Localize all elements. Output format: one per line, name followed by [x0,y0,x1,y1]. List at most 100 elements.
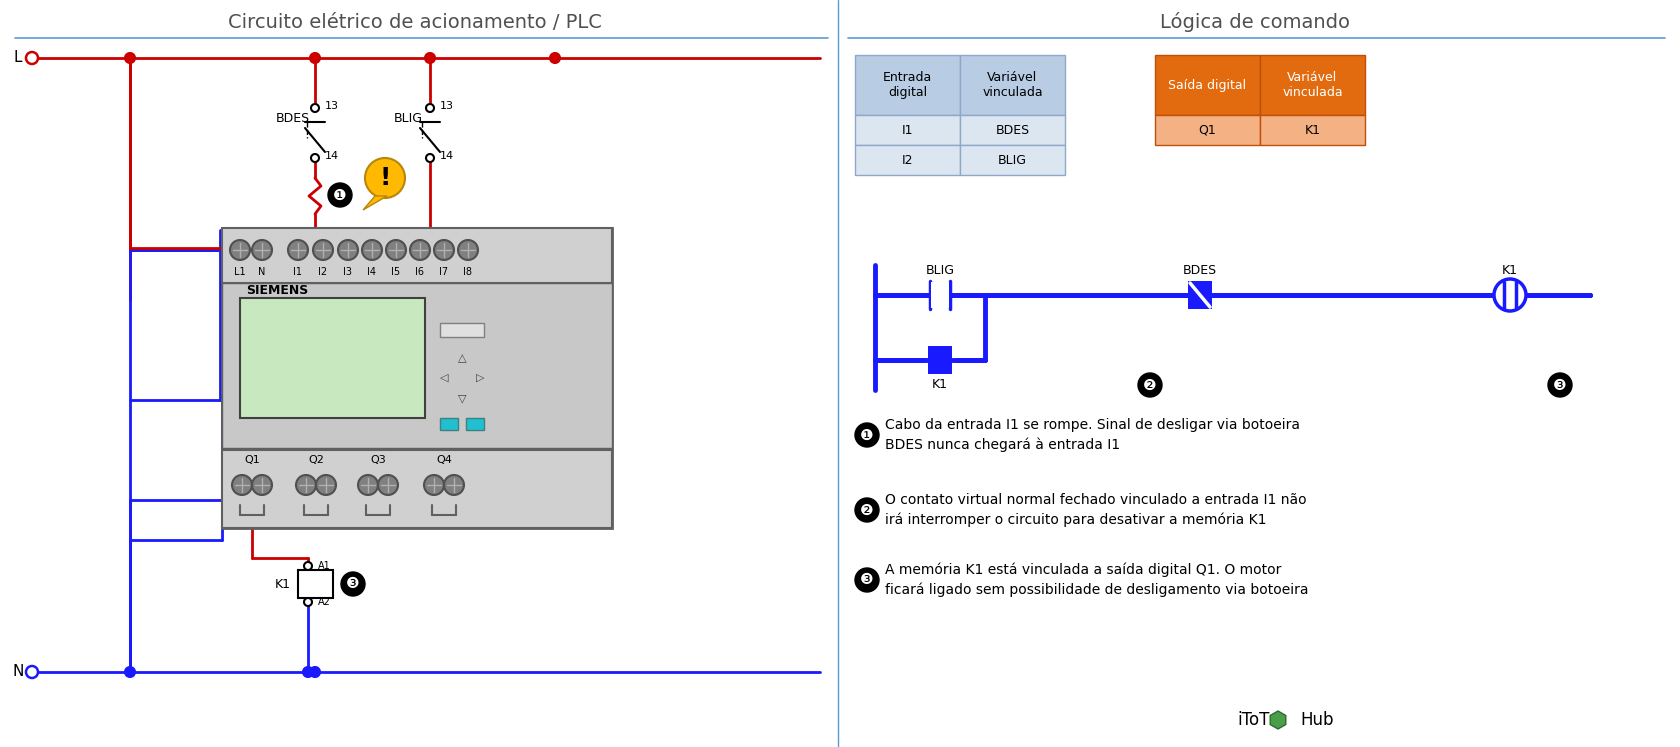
Circle shape [855,423,879,447]
Text: BLIG: BLIG [998,153,1026,167]
Text: !: ! [380,166,391,190]
Text: Q4: Q4 [437,455,452,465]
Circle shape [311,53,319,63]
Circle shape [378,475,398,495]
Text: 14: 14 [440,151,454,161]
Circle shape [549,53,559,63]
Circle shape [328,183,353,207]
Circle shape [444,475,464,495]
Text: BLIG: BLIG [926,264,954,277]
Circle shape [855,568,879,592]
Bar [855,115,959,145]
Circle shape [252,475,272,495]
Circle shape [459,240,479,260]
Text: 13: 13 [440,101,454,111]
Circle shape [124,667,134,677]
Circle shape [311,104,319,112]
Bar [1188,281,1211,309]
Text: ❸: ❸ [346,577,360,592]
Circle shape [311,154,319,162]
Bar [240,298,425,418]
Text: ❸: ❸ [1554,377,1567,392]
Text: Cabo da entrada I1 se rompe. Sinal de desligar via botoeira
BDES nunca chegará à: Cabo da entrada I1 se rompe. Sinal de de… [885,418,1300,452]
Circle shape [304,562,312,570]
Text: A1: A1 [318,561,331,571]
Circle shape [252,240,272,260]
Text: I8: I8 [464,267,472,277]
Text: I6: I6 [415,267,425,277]
Text: ❸: ❸ [860,572,874,587]
Bar [440,418,459,430]
Text: Hub: Hub [1300,711,1334,729]
Circle shape [423,475,444,495]
Bar [1260,55,1366,115]
Bar [1260,115,1366,145]
Text: I2: I2 [902,153,914,167]
Text: Q2: Q2 [307,455,324,465]
Circle shape [338,240,358,260]
Text: K1: K1 [932,377,948,391]
Circle shape [386,240,407,260]
Circle shape [855,498,879,522]
Bar [222,228,612,528]
Circle shape [287,240,307,260]
Circle shape [1494,279,1525,311]
Circle shape [316,475,336,495]
Bar [927,346,953,374]
Text: ▷: ▷ [475,373,484,383]
Circle shape [312,240,333,260]
Text: I4: I4 [368,267,376,277]
Text: ❶: ❶ [333,187,346,202]
Text: Entrada
digital: Entrada digital [884,71,932,99]
Text: △: △ [457,353,467,363]
Text: Circuito elétrico de acionamento / PLC: Circuito elétrico de acionamento / PLC [228,13,601,31]
Text: Saída digital: Saída digital [1168,78,1247,91]
Text: L: L [13,51,22,66]
Text: O contato virtual normal fechado vinculado a entrada I1 não
irá interromper o ci: O contato virtual normal fechado vincula… [885,493,1307,527]
Text: K1: K1 [1304,123,1320,137]
Text: N: N [259,267,265,277]
Text: BLIG: BLIG [393,111,422,125]
Bar [959,145,1065,175]
Bar [465,418,484,430]
Text: ❶: ❶ [860,427,874,442]
Bar [222,450,612,528]
Text: ▽: ▽ [457,393,467,403]
Polygon shape [1270,711,1285,729]
Circle shape [365,158,405,198]
Text: I5: I5 [391,267,400,277]
Text: Q3: Q3 [370,455,386,465]
Circle shape [232,475,252,495]
Circle shape [427,154,433,162]
Text: I2: I2 [319,267,328,277]
Bar [297,570,333,598]
Circle shape [341,572,365,596]
Bar [440,323,484,337]
Circle shape [304,598,312,606]
Text: L1: L1 [234,267,245,277]
Circle shape [25,666,39,678]
Circle shape [425,53,435,63]
Text: 13: 13 [324,101,339,111]
Circle shape [410,240,430,260]
Text: I1: I1 [294,267,302,277]
Bar [222,228,612,283]
Text: N: N [12,665,24,680]
Circle shape [296,475,316,495]
Text: BDES: BDES [996,123,1030,137]
Text: Variável
vinculada: Variável vinculada [1282,71,1342,99]
Text: BDES: BDES [1183,264,1216,277]
Bar [855,145,959,175]
Text: A memória K1 está vinculada a saída digital Q1. O motor
ficará ligado sem possib: A memória K1 está vinculada a saída digi… [885,562,1309,598]
Text: BDES: BDES [276,111,311,125]
Bar [1156,115,1260,145]
Bar [222,283,612,448]
Text: 14: 14 [324,151,339,161]
Circle shape [1547,373,1572,397]
Circle shape [427,104,433,112]
Circle shape [311,667,319,677]
Circle shape [230,240,250,260]
Text: I7: I7 [440,267,449,277]
Circle shape [302,667,312,677]
Text: Variável
vinculada: Variável vinculada [983,71,1043,99]
